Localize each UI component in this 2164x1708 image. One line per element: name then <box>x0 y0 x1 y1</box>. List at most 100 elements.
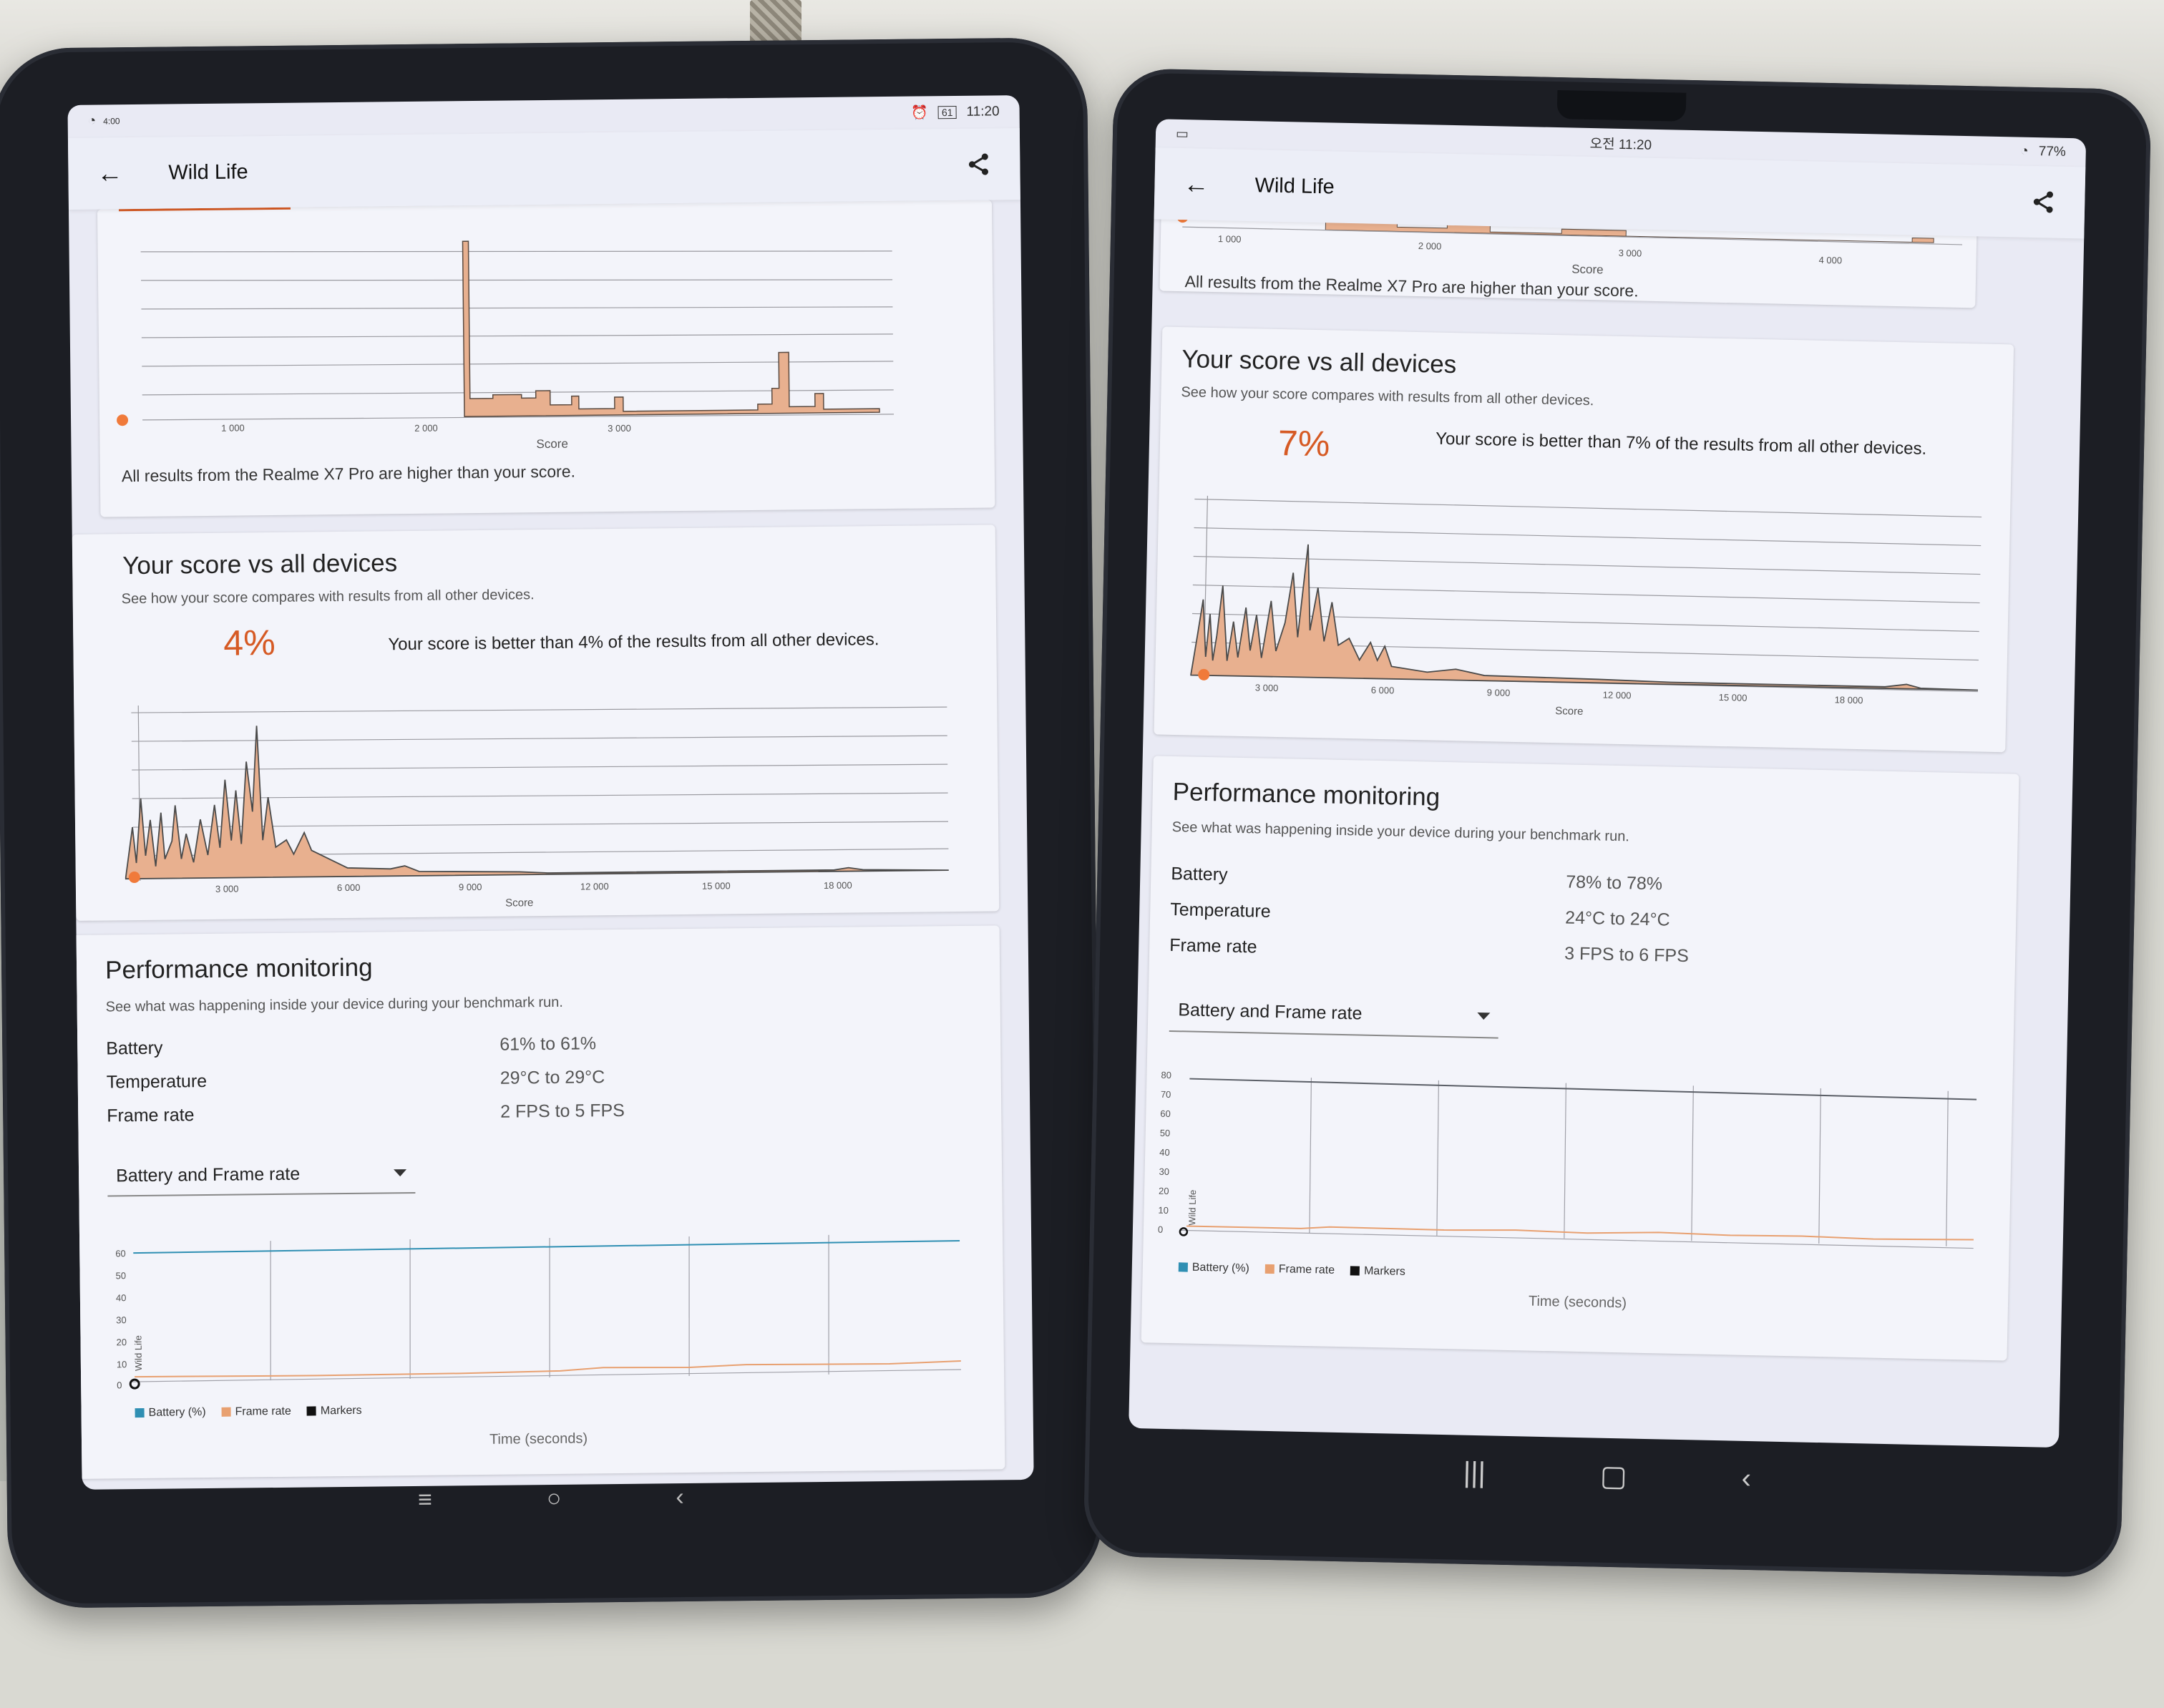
performance-title: Performance monitoring <box>104 953 373 985</box>
page-title: Wild Life <box>1254 173 1335 199</box>
tick-18000: 18 000 <box>1835 694 1863 706</box>
right-screen: ▭ 오전 11:20 ◔ 77% ← Wild Life 1 000 <box>1129 119 2087 1448</box>
back-arrow-icon[interactable]: ← <box>97 158 123 188</box>
battery-label: Battery <box>1171 863 1228 885</box>
back-arrow-icon[interactable]: ← <box>1183 169 1209 199</box>
tick-1000: 1 000 <box>1218 233 1242 245</box>
battery-value: 61% to 61% <box>499 1033 597 1055</box>
battery-value: 78% to 78% <box>1565 872 1663 894</box>
tick-3000: 3 000 <box>1619 248 1642 259</box>
score-percentile: 4% <box>223 622 276 663</box>
time-axis-label: Time (seconds) <box>489 1430 588 1448</box>
y-tick: 0 <box>117 1380 122 1390</box>
y-tick: 40 <box>1159 1147 1170 1158</box>
marker-dot <box>1179 1227 1189 1236</box>
perf-legend: Battery (%) Frame rate Markers <box>135 1405 362 1420</box>
dropdown-value: Battery and Frame rate <box>1178 999 1363 1024</box>
all-devices-histogram: 3 000 6 000 9 000 12 000 15 000 18 000 S… <box>117 690 963 913</box>
all-devices-title: Your score vs all devices <box>122 549 398 580</box>
dropdown-value: Battery and Frame rate <box>115 1163 301 1186</box>
y-tick: 40 <box>116 1292 127 1303</box>
share-icon[interactable] <box>965 151 991 177</box>
all-devices-title: Your score vs all devices <box>1181 345 1457 379</box>
all-devices-histogram: 3 000 6 000 9 000 12 000 15 000 18 000 S… <box>1169 492 1996 738</box>
y-tick: 30 <box>116 1314 127 1325</box>
framerate-label: Frame rate <box>107 1105 195 1126</box>
my-score-marker <box>128 872 140 884</box>
framerate-value: 3 FPS to 6 FPS <box>1564 943 1690 967</box>
y-axis-label: Wild Life <box>1186 1190 1198 1226</box>
home-icon[interactable]: ○ <box>546 1484 562 1513</box>
framerate-series <box>135 1360 961 1378</box>
all-devices-subtitle: See how your score compares with results… <box>1181 384 1594 409</box>
chart-type-dropdown[interactable]: Battery and Frame rate <box>107 1153 416 1197</box>
marker-dot <box>129 1378 140 1390</box>
camera-notch <box>1556 90 1687 122</box>
all-devices-subtitle: See how your score compares with results… <box>121 587 535 607</box>
tick-15000: 15 000 <box>702 880 731 891</box>
tick-3000: 3 000 <box>215 884 239 894</box>
y-tick: 60 <box>1160 1108 1171 1119</box>
y-tick: 30 <box>1159 1166 1169 1177</box>
y-tick: 20 <box>116 1337 127 1347</box>
tick-18000: 18 000 <box>824 880 852 891</box>
temperature-value: 24°C to 24°C <box>1564 907 1670 930</box>
legend-framerate: Frame rate <box>221 1405 291 1419</box>
percentile-description: Your score is better than 7% of the resu… <box>1435 429 1927 459</box>
y-tick: 80 <box>1161 1070 1171 1080</box>
performance-chart: 60 50 40 30 20 10 0 <box>101 1226 962 1393</box>
y-tick: 0 <box>1158 1224 1164 1235</box>
page-title: Wild Life <box>168 160 248 184</box>
tick-6000: 6 000 <box>337 882 361 893</box>
chevron-down-icon <box>394 1169 407 1177</box>
chevron-down-icon <box>1477 1012 1491 1020</box>
score-percentile: 7% <box>1277 422 1330 464</box>
tick-12000: 12 000 <box>580 881 609 892</box>
alarm-icon: ⏰ <box>911 105 929 121</box>
battery-series <box>133 1239 960 1254</box>
my-score-marker <box>1198 668 1210 680</box>
tick-9000: 9 000 <box>1487 687 1511 698</box>
temperature-label: Temperature <box>106 1071 208 1093</box>
app-bar: ← Wild Life <box>67 128 1020 210</box>
status-time: 11:20 <box>966 104 1000 119</box>
legend-markers: Markers <box>306 1405 362 1418</box>
y-axis-label: Wild Life <box>132 1335 144 1371</box>
share-icon[interactable] <box>2030 189 2057 215</box>
all-devices-card: Your score vs all devices See how your s… <box>72 524 1000 921</box>
back-icon[interactable]: ‹ <box>1741 1462 1752 1495</box>
temperature-value: 29°C to 29°C <box>499 1067 605 1088</box>
time-axis-label: Time (seconds) <box>1528 1293 1627 1312</box>
chart-type-dropdown[interactable]: Battery and Frame rate <box>1169 988 1499 1039</box>
battery-series <box>1189 1078 1977 1101</box>
battery-indicator: 61 <box>937 105 957 119</box>
y-tick: 20 <box>1159 1186 1169 1196</box>
performance-card: Performance monitoring See what was happ… <box>1141 756 2019 1361</box>
framerate-series <box>1186 1225 1974 1241</box>
realme-xlabel: Score <box>536 436 568 452</box>
y-tick: 10 <box>1158 1205 1169 1216</box>
score-axis-label: Score <box>1555 705 1584 718</box>
recents-icon[interactable]: ≡ <box>417 1485 433 1513</box>
left-nav-bar: ≡ ○ ‹ <box>365 1483 737 1514</box>
realme-comparison-card: 1 000 2 000 3 000 4 000 Score All result… <box>1159 190 1978 308</box>
y-tick: 60 <box>115 1248 126 1259</box>
performance-chart: 80 70 60 50 40 30 20 10 0 <box>1157 1064 1991 1267</box>
home-icon[interactable]: ▢ <box>1599 1460 1628 1493</box>
y-tick: 50 <box>1160 1128 1171 1138</box>
left-screen: ◔ 4:00 ⏰ 61 11:20 ← Wild Life <box>67 95 1034 1490</box>
tick-12000: 12 000 <box>1603 690 1632 701</box>
wifi-icon: ◔ <box>87 113 97 129</box>
all-devices-card: Your score vs all devices See how your s… <box>1154 326 2014 753</box>
y-tick: 10 <box>117 1359 127 1370</box>
left-tablet: ◔ 4:00 ⏰ 61 11:20 ← Wild Life <box>0 37 1103 1609</box>
realme-histogram: 1 000 2 000 3 000 4 000 <box>1160 212 1977 272</box>
realme-histogram: 1 000 2 000 3 000 <box>112 229 973 439</box>
performance-title: Performance monitoring <box>1172 777 1441 811</box>
perf-legend: Battery (%) Frame rate Markers <box>1178 1261 1405 1279</box>
score-axis-label: Score <box>505 897 533 909</box>
back-icon[interactable]: ‹ <box>676 1483 684 1511</box>
legend-framerate: Frame rate <box>1264 1263 1335 1277</box>
recents-icon[interactable]: ||| <box>1463 1456 1486 1489</box>
tick-1000: 1 000 <box>221 422 245 433</box>
